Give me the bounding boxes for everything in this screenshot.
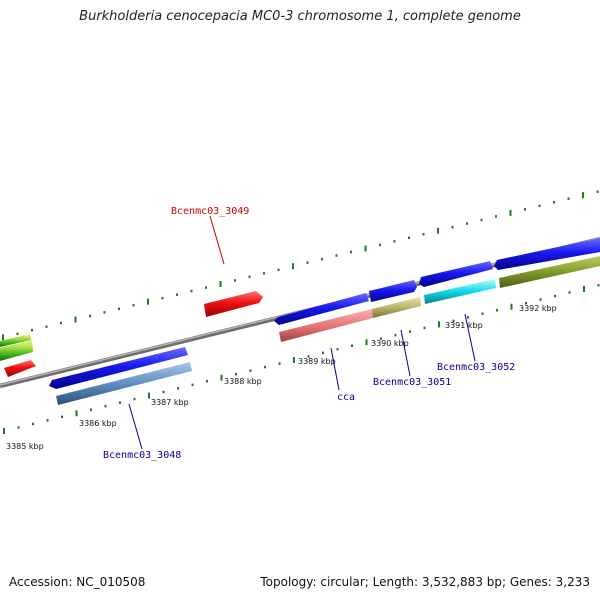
gene-bcenmc03-3051[interactable] [369,280,417,302]
scale-label-3386: 3386 kbp [79,419,117,428]
scale-ticks-upper [2,190,599,341]
gene-bcenmc03-3052[interactable] [419,261,493,287]
label-line-3049 [209,215,225,265]
gene-left-edge[interactable] [0,334,31,347]
scale-label-3392: 3392 kbp [519,304,557,313]
accession-label: Accession: NC_010508 [9,575,146,589]
label-line-3048 [128,403,143,450]
gene-bar-3051-cog[interactable] [372,297,421,318]
scale-label-3385: 3385 kbp [6,442,44,451]
scale-label-3391: 3391 kbp [445,321,483,330]
gene-bar-3052-cog[interactable] [424,279,496,304]
gene-label-3048[interactable]: Bcenmc03_3048 [103,450,181,461]
gene-bar-cca-cog[interactable] [279,309,373,342]
scale-label-3390: 3390 kbp [371,339,409,348]
gene-bar-left-cog[interactable] [0,340,33,361]
label-line-3051 [400,329,411,377]
gene-left-red[interactable] [4,360,36,377]
scale-ticks-lower [3,284,600,434]
label-line-3052 [464,313,476,362]
gene-label-3052[interactable]: Bcenmc03_3052 [437,362,515,373]
page-title: Burkholderia cenocepacia MC0-3 chromosom… [79,9,521,24]
scale-label-3389: 3389 kbp [298,357,336,366]
gene-bcenmc03-3049[interactable] [204,291,263,317]
label-line-cca [330,347,340,391]
scale-label-3388: 3388 kbp [224,377,262,386]
gene-cca[interactable] [274,293,369,325]
topology-label: Topology: circular; Length: 3,532,883 bp… [260,575,590,589]
gene-bar-3048-cog[interactable] [56,362,192,405]
gene-label-cca[interactable]: cca [337,392,355,403]
gene-next-blue[interactable] [494,238,600,270]
gene-bar-next-cog[interactable] [499,256,600,288]
gene-bcenmc03-3048[interactable] [49,347,188,389]
gene-label-3049[interactable]: Bcenmc03_3049 [171,206,249,217]
gene-label-3051[interactable]: Bcenmc03_3051 [373,377,451,388]
scale-label-3387: 3387 kbp [151,398,189,407]
